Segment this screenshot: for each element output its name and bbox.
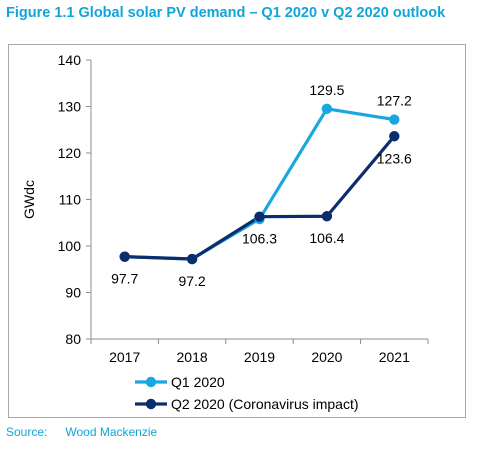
source-line: Source: Wood Mackenzie — [6, 425, 157, 439]
series-2-point — [321, 211, 333, 222]
x-tick-label: 2017 — [109, 349, 140, 365]
series-1-point — [389, 114, 400, 125]
y-tick-label: 110 — [59, 192, 82, 208]
series-2-point — [119, 251, 130, 262]
y-tick-label: 140 — [58, 52, 82, 68]
data-label: 97.2 — [178, 273, 205, 289]
data-label: 127.2 — [377, 93, 412, 109]
series-2-point — [254, 211, 265, 222]
series-1-point — [321, 103, 333, 115]
data-label: 106.3 — [242, 231, 277, 247]
x-tick-label: 2019 — [244, 349, 275, 365]
legend-swatch-marker — [145, 376, 157, 388]
legend-label: Q1 2020 — [171, 374, 225, 390]
y-tick-label: 100 — [58, 238, 82, 254]
source-text: Wood Mackenzie — [65, 425, 158, 439]
y-tick-label: 130 — [58, 99, 82, 115]
x-tick-label: 2018 — [177, 349, 208, 365]
y-tick-label: 80 — [65, 331, 81, 347]
source-label: Source: — [6, 425, 48, 439]
data-label: 106.4 — [309, 230, 344, 246]
y-tick-label: 90 — [65, 285, 81, 301]
x-tick-label: 2021 — [379, 349, 410, 365]
y-axis-title: GWdc — [21, 180, 37, 219]
series-2-point — [186, 253, 198, 265]
line-chart: 80 90 100 110 120 130 140 2017 2018 2019 2020 2021 G… — [21, 52, 429, 412]
legend-label: Q2 2020 (Coronavirus impact) — [171, 396, 359, 412]
data-label: 97.7 — [111, 271, 138, 287]
legend-swatch-marker — [145, 398, 157, 410]
x-tick-label: 2020 — [311, 349, 342, 365]
series-2-point — [389, 131, 400, 142]
chart-frame — [8, 44, 466, 418]
figure-title: Figure 1.1 Global solar PV demand – Q1 2… — [6, 5, 446, 21]
y-tick-label: 120 — [58, 145, 82, 161]
data-label: 129.5 — [309, 82, 344, 98]
data-label: 123.6 — [377, 150, 412, 166]
